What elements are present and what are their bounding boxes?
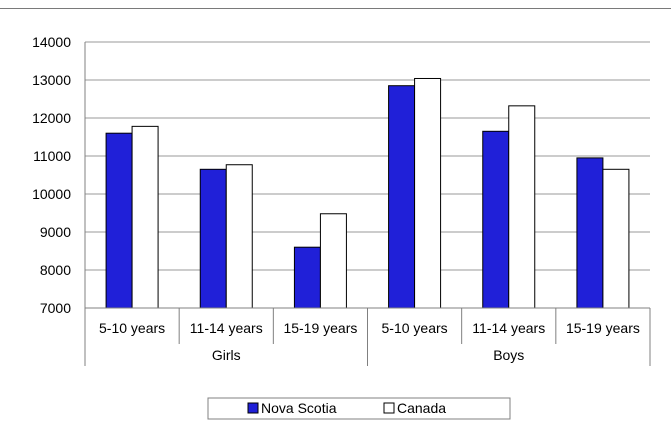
legend-swatch [247,402,259,414]
bar-canada [414,77,442,309]
legend: Nova Scotia Canada [207,397,511,420]
bar-canada [508,105,536,309]
bar-canada [602,168,630,309]
legend-box [207,397,511,420]
x-tick-label: 11-14 years [472,320,545,336]
y-tick-label: 14000 [32,34,71,50]
x-tick-label: 5-10 years [382,320,448,336]
y-tick-label: 12000 [32,110,71,126]
group-label: Girls [212,347,241,363]
x-tick-label: 5-10 years [99,320,165,336]
bar-nova-scotia [293,246,321,309]
y-tick-label: 9000 [40,224,71,240]
legend-label: Canada [397,400,446,416]
x-tick-label: 15-19 years [566,320,640,336]
bar-canada [131,125,159,309]
bar-nova-scotia [482,130,510,309]
bar-nova-scotia [576,157,604,309]
bar-canada [225,164,253,309]
group-label: Boys [493,347,524,363]
x-tick-label: 11-14 years [190,320,263,336]
axes [84,42,651,366]
bar-canada [319,213,347,309]
gridlines [85,41,650,271]
y-tick-label: 7000 [40,300,71,316]
bar-nova-scotia [388,85,416,309]
y-tick-label: 10000 [32,186,71,202]
legend-swatch [383,402,395,414]
top-divider [0,8,671,9]
legend-label: Nova Scotia [261,400,337,416]
y-tick-label: 11000 [33,148,71,164]
y-tick-label: 8000 [40,262,71,278]
bar-nova-scotia [199,168,227,309]
axis-labels: 7000 8000 9000 10000 11000 12000 13000 14000 5-1… [32,34,640,363]
y-tick-label: 13000 [32,72,71,88]
bars [105,77,630,309]
bar-nova-scotia [105,132,133,309]
x-tick-label: 15-19 years [283,320,357,336]
